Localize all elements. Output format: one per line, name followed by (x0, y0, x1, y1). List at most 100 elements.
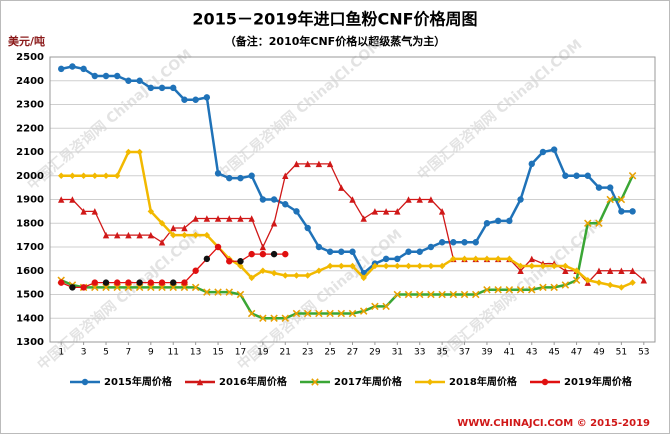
marker (281, 314, 290, 322)
marker (248, 274, 255, 282)
marker (158, 220, 166, 227)
y-tick-label: 1300 (16, 337, 44, 348)
marker (427, 290, 435, 299)
marker (629, 279, 636, 286)
marker (69, 172, 76, 179)
marker (348, 309, 357, 318)
legend-label: 2019年周价格 (564, 375, 633, 388)
marker (248, 172, 255, 179)
marker (236, 290, 245, 299)
y-tick-label: 2100 (16, 147, 44, 158)
marker (136, 77, 143, 84)
marker (114, 172, 121, 179)
marker (91, 208, 99, 215)
marker (617, 195, 626, 204)
y-tick-label: 2500 (16, 52, 44, 63)
legend-label: 2015年周价格 (104, 375, 173, 388)
marker (125, 279, 132, 286)
marker (382, 208, 390, 215)
marker (203, 94, 211, 101)
marker (102, 231, 110, 239)
x-tick-label: 25 (324, 348, 335, 358)
marker (618, 284, 625, 291)
marker (450, 239, 457, 246)
marker (606, 267, 614, 274)
y-tick-label: 1500 (16, 290, 44, 301)
marker (528, 160, 535, 168)
marker (214, 243, 222, 251)
marker (483, 255, 491, 263)
marker (191, 283, 200, 292)
marker (259, 196, 267, 203)
y-tick-label: 2400 (16, 76, 44, 87)
marker (80, 208, 87, 215)
x-tick-label: 43 (526, 348, 537, 358)
y-tick-label: 1600 (16, 266, 44, 277)
marker (539, 262, 547, 270)
chart-subtitle: （备注：2010年CNF价格以超级蒸气为主） (225, 34, 445, 48)
marker (125, 77, 132, 84)
marker (247, 309, 256, 318)
marker (180, 283, 189, 292)
x-tick-label: 51 (616, 348, 627, 358)
marker (550, 262, 558, 270)
marker (135, 283, 144, 292)
marker (237, 174, 244, 182)
legend-marker (311, 378, 319, 386)
legend-marker (426, 378, 434, 386)
marker (58, 65, 65, 73)
legend-label: 2018年周价格 (449, 375, 518, 388)
marker (170, 84, 177, 92)
marker (91, 283, 99, 292)
marker (259, 314, 267, 322)
marker (539, 148, 547, 156)
marker (394, 255, 401, 263)
marker (461, 239, 468, 246)
marker (114, 72, 121, 80)
marker (170, 224, 177, 232)
x-tick-label: 49 (593, 348, 605, 358)
marker (528, 262, 535, 270)
marker (147, 283, 155, 292)
marker (125, 148, 132, 156)
legend-label: 2016年周价格 (219, 375, 288, 388)
marker (382, 255, 390, 263)
marker (91, 172, 99, 179)
marker (415, 290, 424, 299)
x-tick-label: 11 (168, 348, 179, 358)
marker (315, 160, 323, 168)
marker (203, 255, 211, 263)
marker (226, 258, 233, 265)
marker (360, 274, 367, 282)
marker (114, 231, 121, 239)
marker (405, 196, 412, 203)
marker (371, 262, 379, 270)
marker (606, 281, 614, 289)
x-tick-label: 41 (504, 348, 515, 358)
marker (562, 172, 569, 179)
marker (214, 288, 222, 296)
marker (259, 243, 267, 251)
y-axis-title: 美元/吨 (8, 34, 45, 48)
x-tick-label: 15 (212, 348, 223, 358)
marker (293, 272, 300, 279)
marker (618, 208, 625, 215)
marker (315, 243, 323, 251)
marker (584, 277, 591, 284)
marker (550, 146, 558, 153)
marker (394, 262, 401, 270)
marker (517, 262, 524, 270)
marker (338, 248, 345, 255)
marker (606, 184, 614, 191)
marker (270, 269, 278, 277)
x-tick-label: 53 (638, 348, 649, 358)
marker (181, 279, 188, 286)
y-tick-label: 1900 (16, 195, 44, 206)
y-tick-label: 1400 (16, 313, 44, 324)
y-tick-label: 2300 (16, 100, 44, 111)
marker (394, 208, 401, 215)
marker (494, 286, 502, 294)
marker (282, 201, 289, 208)
marker (427, 196, 435, 203)
marker (124, 283, 133, 292)
